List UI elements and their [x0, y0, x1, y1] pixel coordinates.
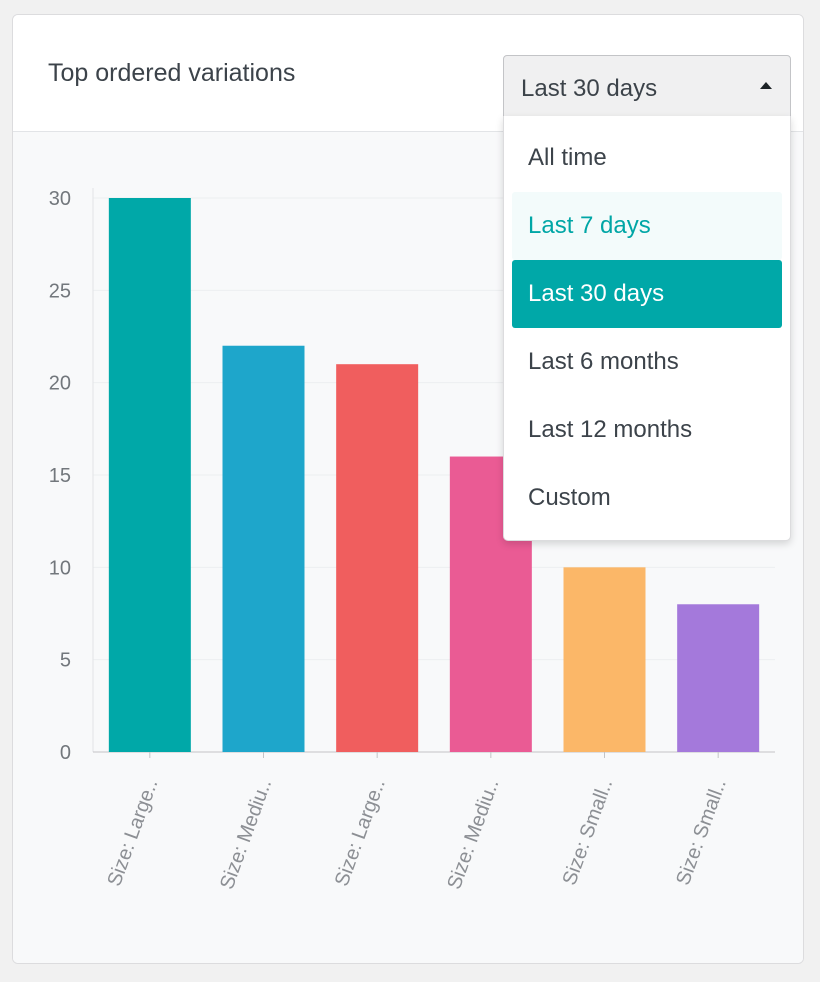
bar: [563, 567, 646, 752]
bar: [677, 604, 760, 752]
y-tick-label: 15: [49, 465, 71, 487]
bar: [222, 345, 305, 752]
card-title: Top ordered variations: [48, 59, 296, 87]
x-category-label: Size: Large..: [103, 776, 162, 889]
period-options-list: All time Last 7 days Last 30 days Last 6…: [504, 116, 790, 532]
top-ordered-variations-card: Top ordered variations 0 5 10 15 20 25 30 Size:…: [12, 14, 804, 964]
y-tick-label: 30: [49, 188, 71, 210]
y-tick-label: 20: [49, 373, 71, 395]
option-last-12-months[interactable]: Last 12 months: [528, 416, 693, 443]
option-last-6-months[interactable]: Last 6 months: [528, 348, 679, 375]
bar: [108, 198, 191, 752]
option-all-time[interactable]: All time: [528, 144, 607, 171]
x-category-label: Size: Small..: [559, 776, 618, 888]
y-tick-label: 5: [60, 650, 71, 672]
caret-up-icon: [760, 82, 772, 89]
y-tick-label: 0: [60, 742, 71, 764]
x-category-label: Size: Large..: [331, 776, 390, 889]
option-last-7-days[interactable]: Last 7 days: [512, 192, 782, 260]
period-select-value: Last 30 days: [521, 75, 658, 102]
option-last-30-days[interactable]: Last 30 days: [512, 260, 782, 328]
bar: [336, 364, 419, 752]
period-select[interactable]: Last 30 days: [503, 55, 791, 117]
y-tick-label: 10: [49, 557, 71, 579]
x-category-label: Size: Mediu..: [443, 776, 503, 892]
x-category-label: Size: Small..: [672, 776, 731, 888]
option-custom[interactable]: Custom: [528, 484, 611, 511]
x-category-label: Size: Mediu..: [216, 776, 276, 892]
bar-chart: 0 5 10 15 20 25 30 Size: Large.. Size: Mediu.. Si…: [49, 188, 775, 892]
period-dropdown: All time Last 7 days Last 30 days Last 6…: [503, 116, 791, 541]
y-tick-label: 25: [49, 280, 71, 302]
